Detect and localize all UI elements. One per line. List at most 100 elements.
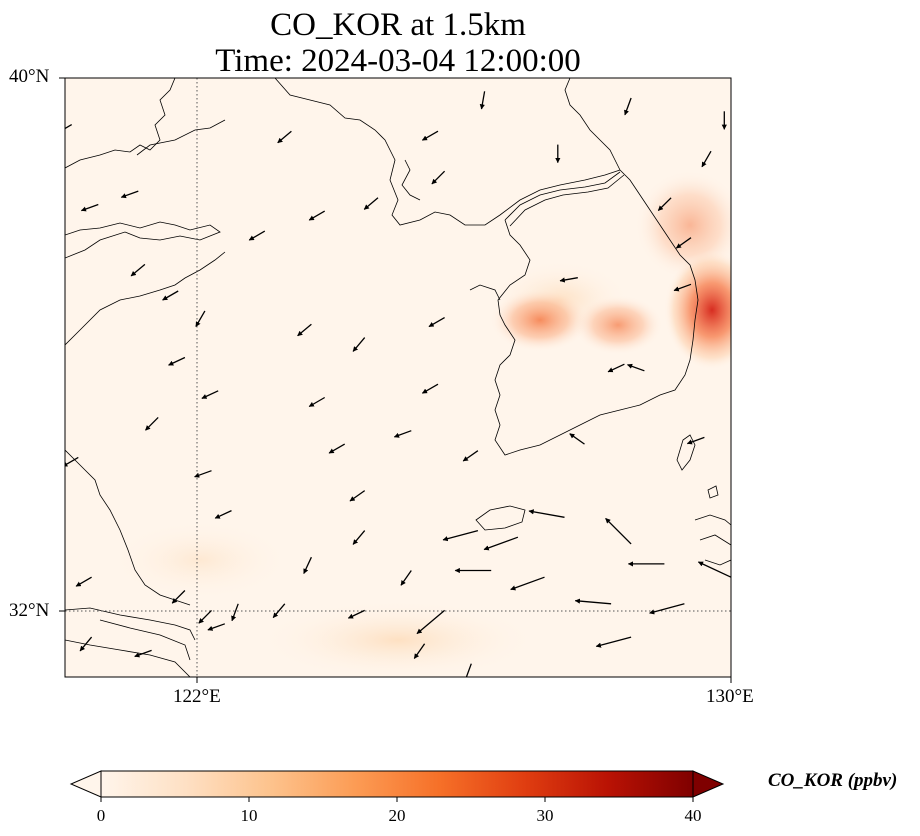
plume-patch xyxy=(258,600,538,677)
wind-vector-arrow xyxy=(349,490,366,502)
wind-vector-arrow xyxy=(595,636,632,648)
wind-vector-arrow xyxy=(277,130,292,144)
wind-vector-arrow xyxy=(303,556,312,574)
wind-vector-arrow xyxy=(272,603,286,619)
wind-vector-arrow xyxy=(421,383,439,394)
plume-patch xyxy=(490,288,590,352)
coastline xyxy=(65,78,176,169)
wind-vector-arrow xyxy=(79,636,93,652)
coastline xyxy=(707,485,719,499)
coastline xyxy=(699,534,731,546)
colorbar-tick-label: 40 xyxy=(684,806,702,825)
plume-layer xyxy=(110,170,731,677)
coastline xyxy=(65,449,191,606)
wind-vector-arrow xyxy=(145,416,159,431)
wind-vector-arrow xyxy=(559,277,578,283)
lon-label-122e: 122°E xyxy=(173,686,221,707)
wind-vector-arrow xyxy=(510,576,545,591)
wind-vector-arrow xyxy=(328,443,346,454)
wind-vector-arrow xyxy=(697,561,731,578)
wind-vector-arrow xyxy=(363,197,379,210)
wind-vector-arrow xyxy=(569,433,585,445)
coastline xyxy=(401,159,421,201)
wind-vector-arrow xyxy=(171,590,186,604)
coastline xyxy=(469,284,501,301)
coastline xyxy=(475,505,526,531)
wind-vector-arrow xyxy=(214,510,232,519)
coastline xyxy=(65,251,226,346)
wind-vector-arrow xyxy=(624,97,632,116)
coastline xyxy=(494,169,699,456)
axis-ticks xyxy=(59,77,732,683)
wind-vector-arrow xyxy=(134,649,152,658)
wind-vector-arrow xyxy=(649,603,685,615)
wind-vector-arrow xyxy=(627,363,645,372)
coastline xyxy=(65,607,196,641)
wind-vector-arrow xyxy=(686,436,705,445)
wind-vector-arrow xyxy=(431,170,446,185)
coastline xyxy=(704,559,731,566)
wind-vector-arrow xyxy=(198,609,212,624)
lon-label-130e: 130°E xyxy=(706,686,754,707)
wind-vector-arrow xyxy=(462,450,479,462)
wind-vector-arrow xyxy=(231,603,239,622)
colorbar xyxy=(69,770,725,802)
wind-vector-arrow xyxy=(168,356,186,366)
wind-vector-arrow xyxy=(308,396,326,408)
wind-vector-arrow xyxy=(207,623,226,631)
wind-vector-arrow xyxy=(120,190,139,199)
wind-vector-arrow xyxy=(442,529,479,542)
lat-label-40n: 40°N xyxy=(9,66,50,87)
map-subtitle: Time: 2024-03-04 12:00:00 xyxy=(215,43,581,79)
coastline xyxy=(65,221,221,259)
wind-vector-arrow xyxy=(308,210,326,221)
colorbar-label: CO_KOR (ppbv) xyxy=(768,770,898,791)
coastline xyxy=(136,119,226,156)
colorbar-gradient xyxy=(100,770,694,798)
coastline xyxy=(676,434,696,471)
wind-vector-arrow xyxy=(479,91,486,110)
border-line xyxy=(509,174,625,227)
wind-vector-arrow xyxy=(65,124,73,130)
wind-vector-arrow xyxy=(483,536,519,551)
wind-vector-arrow xyxy=(352,530,366,545)
coastline xyxy=(274,78,621,226)
colorbar-tick-label: 30 xyxy=(536,806,554,825)
wind-vector-arrow xyxy=(352,337,366,352)
colorbar-tick-label: 10 xyxy=(240,806,258,825)
wind-vector-arrow xyxy=(201,390,219,399)
wind-vector-arrow xyxy=(657,197,672,211)
wind-vector-arrow xyxy=(194,470,212,478)
border-line xyxy=(504,171,621,221)
wind-vector-arrow xyxy=(428,317,445,328)
map-title: CO_KOR at 1.5km xyxy=(270,7,526,43)
coastline xyxy=(694,514,731,526)
wind-vector-arrow xyxy=(347,609,365,619)
wind-vector-arrow xyxy=(574,598,612,605)
colorbar-tick-label: 20 xyxy=(388,806,406,825)
wind-vector-arrow xyxy=(80,203,99,212)
colorbar-extend-min xyxy=(69,770,102,798)
gridlines xyxy=(65,78,731,677)
coastline xyxy=(564,78,621,171)
wind-vector-arrow xyxy=(465,663,472,677)
wind-vector-arrow xyxy=(528,509,565,518)
wind-vector-arrow xyxy=(605,517,632,545)
wind-vector-arrow xyxy=(673,283,692,292)
lat-label-32n: 32°N xyxy=(9,600,50,621)
wind-vector-arrow xyxy=(400,570,412,586)
wind-vector-arrow xyxy=(195,310,206,327)
wind-vector-arrow xyxy=(701,150,712,168)
plume-patch xyxy=(664,250,731,370)
wind-vector-arrow xyxy=(248,230,266,241)
plume-patch xyxy=(110,520,290,600)
wind-vector-arrow xyxy=(130,263,146,277)
wind-vector-arrow xyxy=(162,290,179,301)
wind-vector-arrow xyxy=(416,609,446,635)
colorbar-tick-label: 0 xyxy=(96,806,106,825)
wind-vector-layer xyxy=(65,91,731,677)
colorbar-extend-max xyxy=(692,770,725,798)
wind-vector-arrow xyxy=(413,643,426,659)
wind-vector-arrow xyxy=(607,363,625,373)
